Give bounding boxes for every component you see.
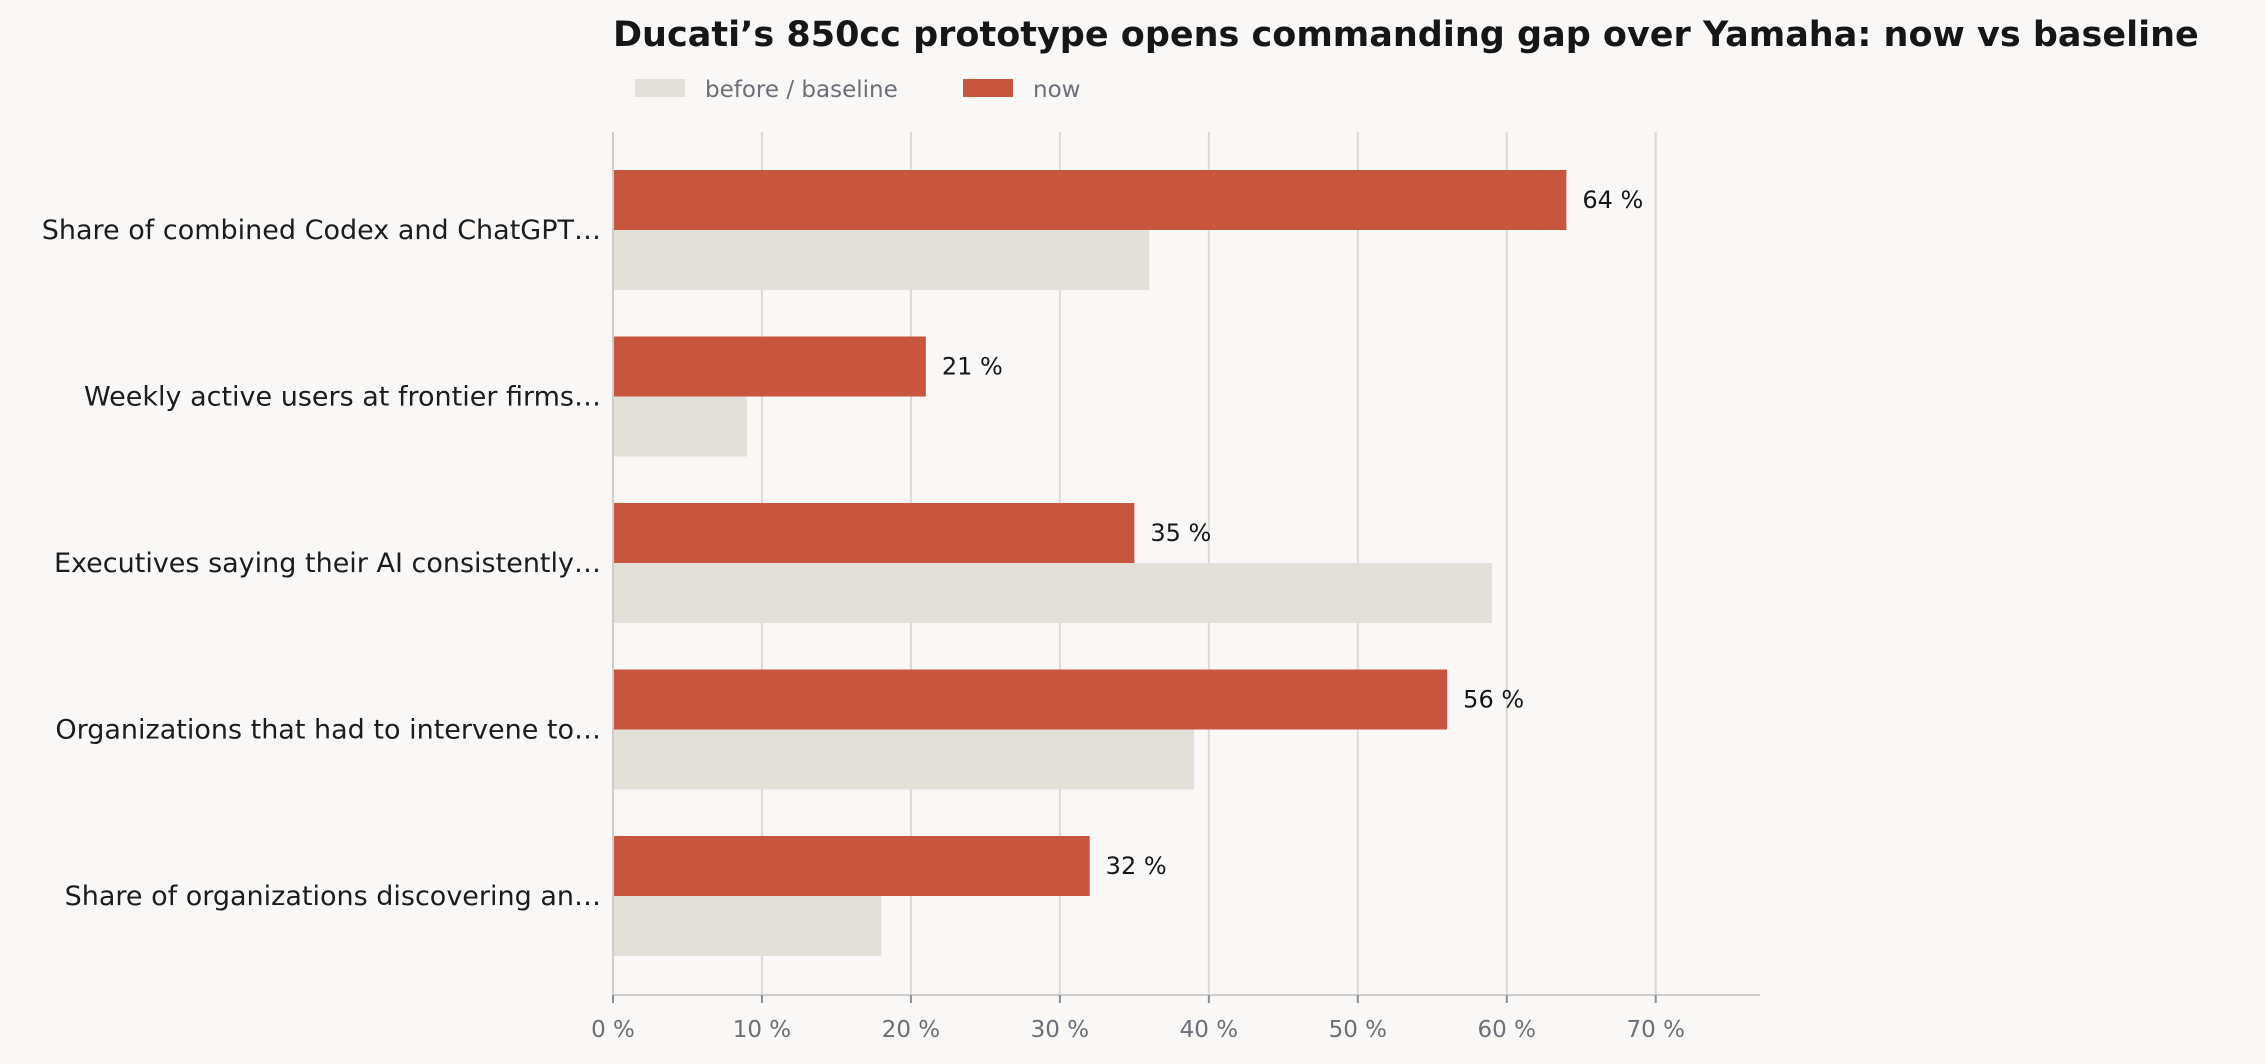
x-tick-label: 30 % (1031, 1017, 1089, 1043)
x-tick-label: 60 % (1478, 1017, 1536, 1043)
category-label: Weekly active users at frontier firms… (84, 382, 601, 413)
x-tick-label: 50 % (1329, 1017, 1387, 1043)
legend-label-baseline: before / baseline (705, 77, 898, 103)
x-tick-label: 70 % (1627, 1017, 1685, 1043)
bar-now (613, 336, 926, 397)
value-label-now: 21 % (942, 353, 1003, 381)
x-tick-label: 0 % (591, 1017, 635, 1043)
bar-now (613, 503, 1135, 563)
legend-swatch-now (963, 79, 1013, 97)
bar-baseline (613, 896, 882, 956)
category-label: Executives saying their AI consistently… (54, 548, 601, 579)
x-tick-label: 20 % (882, 1017, 940, 1043)
value-label-now: 64 % (1582, 186, 1643, 214)
bar-now (613, 669, 1448, 730)
value-labels: 64 % 21 % 35 % 56 % 32 % (942, 186, 1644, 880)
category-label: Share of combined Codex and ChatGPT… (42, 215, 601, 246)
value-label-now: 32 % (1106, 852, 1167, 880)
bar-baseline (613, 230, 1150, 290)
chart-title: Ducati’s 850cc prototype opens commandin… (613, 15, 2199, 55)
legend: before / baseline now (635, 77, 1080, 103)
category-labels: Share of combined Codex and ChatGPT… Week… (42, 215, 601, 912)
category-label: Organizations that had to intervene to… (55, 715, 601, 746)
legend-label-now: now (1033, 77, 1080, 103)
bar-now (613, 170, 1567, 230)
value-label-now: 56 % (1463, 686, 1524, 714)
bar-baseline (613, 563, 1492, 623)
bar-baseline (613, 729, 1194, 790)
bar-now (613, 836, 1090, 896)
bar-baseline (613, 396, 748, 457)
x-tick-label: 10 % (733, 1017, 791, 1043)
bars (613, 170, 1567, 956)
value-label-now: 35 % (1150, 519, 1211, 547)
category-label: Share of organizations discovering an… (65, 881, 601, 912)
legend-swatch-baseline (635, 79, 685, 97)
x-axis: 0 % 10 % 20 % 30 % 40 % 50 % 60 % 70 % (591, 132, 1760, 1043)
x-tick-label: 40 % (1180, 1017, 1238, 1043)
